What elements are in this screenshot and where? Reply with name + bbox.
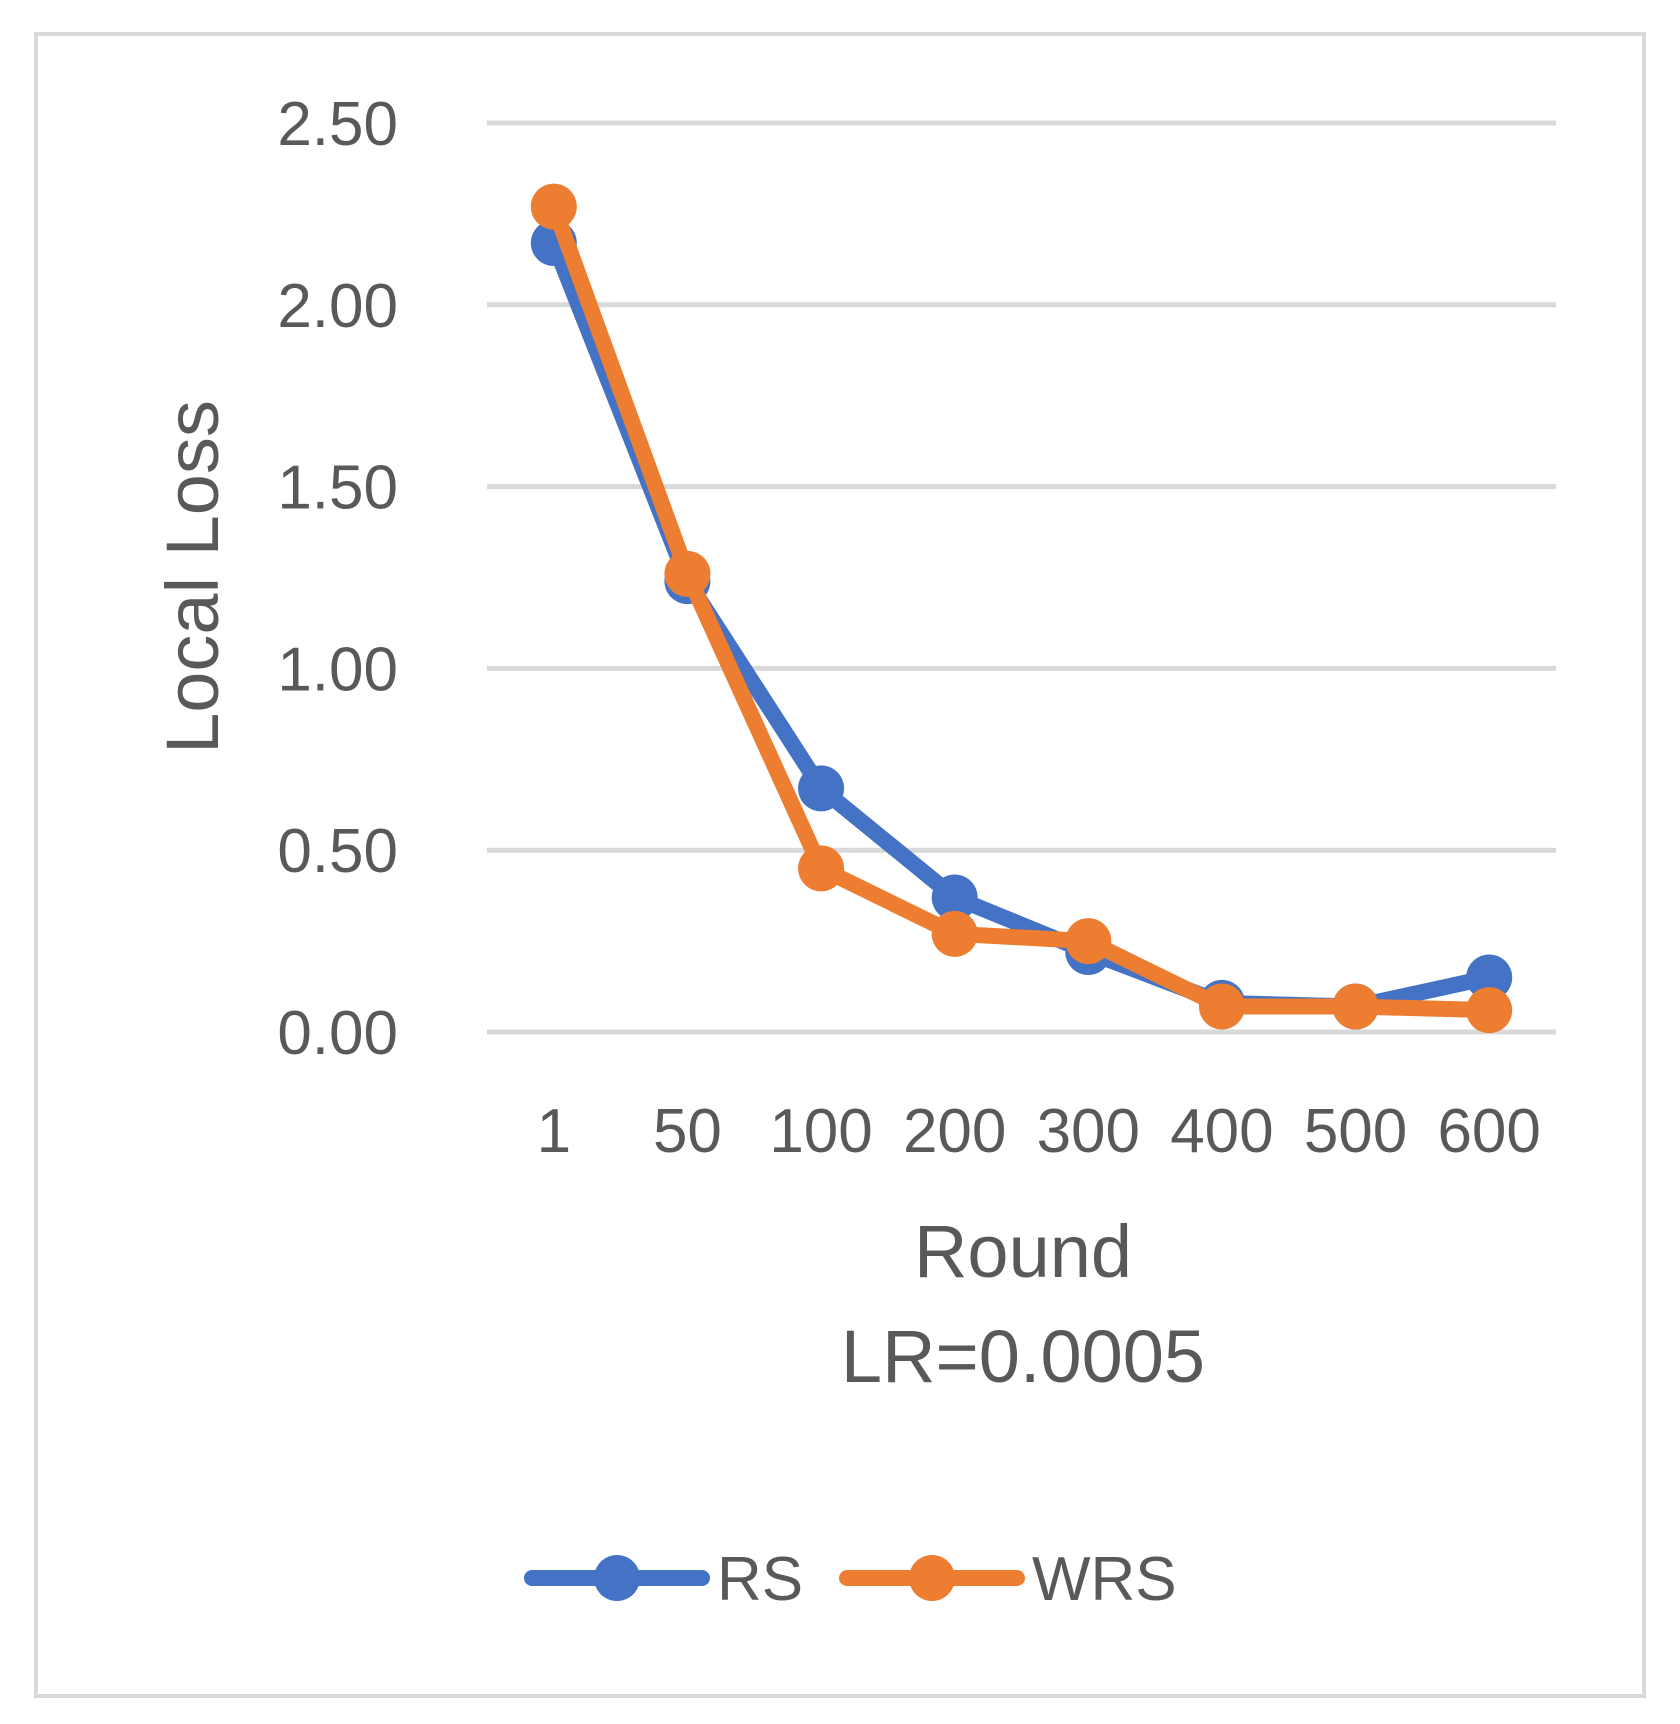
legend-marker-wrs — [909, 1555, 955, 1601]
x-tick-label: 400 — [1170, 1097, 1273, 1166]
legend-item-rs: RS — [524, 1545, 803, 1614]
data-point-wrs — [530, 183, 577, 230]
data-point-wrs — [1466, 987, 1513, 1034]
data-point-rs — [1466, 954, 1513, 1001]
gridlines — [487, 120, 1556, 1035]
y-axis-title: Local Loss — [151, 400, 234, 754]
y-axis-ticks: 0.00 0.50 1.00 1.50 2.00 2.50 — [277, 90, 398, 1068]
series-wrs — [530, 183, 1513, 1034]
x-axis-ticks: 1 50 100 200 300 400 500 600 — [537, 1097, 1541, 1166]
y-tick-label: 1.50 — [277, 454, 398, 523]
series-group — [530, 183, 1513, 1034]
x-tick-label: 200 — [903, 1097, 1006, 1166]
x-axis-title: Round — [914, 1210, 1132, 1293]
legend-marker-rs — [594, 1555, 640, 1601]
data-point-wrs — [1198, 983, 1245, 1030]
x-tick-label: 600 — [1437, 1097, 1540, 1166]
x-axis-subtitle: LR=0.0005 — [841, 1315, 1205, 1398]
legend-label-wrs: WRS — [1032, 1545, 1177, 1614]
data-point-rs — [931, 874, 978, 921]
legend-label-rs: RS — [717, 1545, 803, 1614]
y-tick-label: 2.50 — [277, 90, 398, 159]
data-point-wrs — [798, 845, 845, 892]
series-rs — [530, 219, 1513, 1030]
x-tick-label: 100 — [769, 1097, 872, 1166]
series-line-wrs — [545, 198, 1498, 1019]
series-line-rs — [545, 234, 1498, 1015]
data-point-wrs — [1332, 983, 1379, 1030]
data-point-wrs — [931, 910, 978, 957]
x-tick-label: 50 — [653, 1097, 722, 1166]
y-tick-label: 1.00 — [277, 635, 398, 704]
data-point-rs — [798, 765, 845, 812]
legend: RS WRS — [524, 1545, 1177, 1614]
y-tick-label: 2.00 — [277, 272, 398, 341]
legend-item-wrs: WRS — [839, 1545, 1177, 1614]
y-tick-label: 0.50 — [277, 817, 398, 886]
x-tick-label: 1 — [537, 1097, 571, 1166]
x-tick-label: 500 — [1304, 1097, 1407, 1166]
data-point-wrs — [664, 550, 711, 597]
data-point-wrs — [1065, 918, 1112, 965]
y-tick-label: 0.00 — [277, 999, 398, 1068]
x-tick-label: 300 — [1037, 1097, 1140, 1166]
